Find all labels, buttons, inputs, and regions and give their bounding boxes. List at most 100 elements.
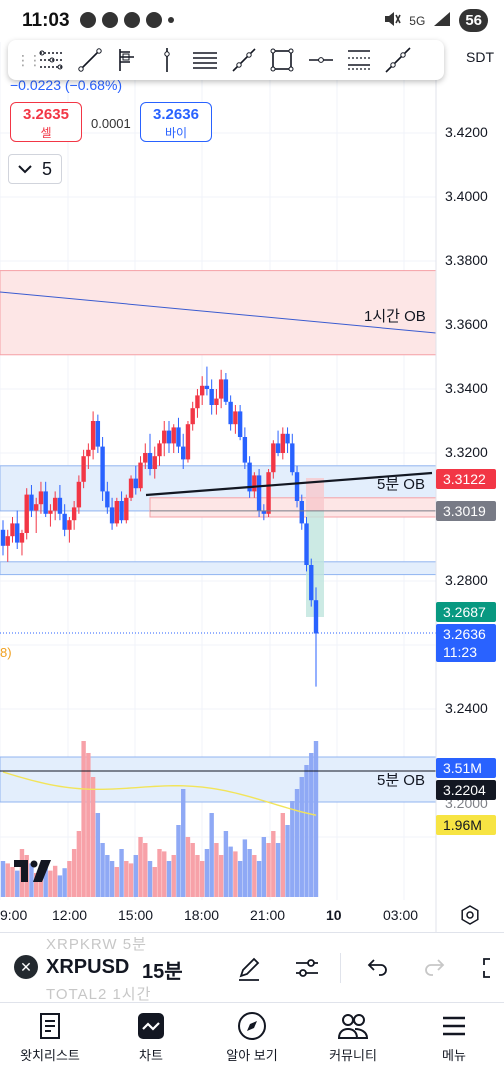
candle-body <box>43 491 48 514</box>
time-axis-label: 9:00 <box>0 907 28 923</box>
quote-currency[interactable]: SDT <box>446 44 504 70</box>
candle-body <box>209 389 214 405</box>
undo-icon[interactable] <box>362 953 392 983</box>
candle-body <box>228 401 233 425</box>
trend-line-black <box>145 471 433 497</box>
toolbar-divider <box>340 953 341 983</box>
volume-bar <box>147 861 153 897</box>
drawing-pen-icon[interactable] <box>234 953 264 983</box>
price-range-icon <box>348 50 371 70</box>
horizontal-line-icon <box>308 57 333 63</box>
redo-icon[interactable] <box>420 953 450 983</box>
volume-bar <box>290 801 295 897</box>
volume-bar <box>256 861 262 897</box>
price-axis-label: 3.2400 <box>445 700 488 716</box>
sell-label: 셀 <box>40 126 52 140</box>
candle-body <box>204 385 210 389</box>
price-chart[interactable] <box>0 42 504 932</box>
nav-watchlist[interactable]: 왓치리스트 <box>0 1009 100 1064</box>
extended-line-tool[interactable] <box>379 42 418 78</box>
fib-retracement-tool[interactable] <box>109 42 148 78</box>
candle-body <box>285 433 290 444</box>
horizontal-line-tool[interactable] <box>302 42 341 78</box>
volume-bar <box>109 861 115 897</box>
extended-line-icon <box>385 47 411 73</box>
candle-body <box>157 443 162 457</box>
fib-retracement-icon <box>119 49 135 71</box>
volume-bar <box>209 813 214 897</box>
volume-bar <box>95 813 101 897</box>
candle-body <box>242 437 248 463</box>
parallel-channel-tool[interactable] <box>186 42 225 78</box>
rectangle-tool[interactable] <box>263 42 302 78</box>
chart-area[interactable] <box>0 42 504 932</box>
game-notification-icon <box>146 12 162 28</box>
trend-line-1h <box>0 291 437 334</box>
candle-body <box>290 443 295 473</box>
candle-body <box>5 536 10 546</box>
nav-chart[interactable]: 차트 <box>101 1009 201 1064</box>
interval-value: 5 <box>41 158 52 179</box>
volume-bar <box>86 753 91 897</box>
price-axis-label: 3.2800 <box>445 572 488 588</box>
nav-menu[interactable]: 메뉴 <box>404 1009 504 1064</box>
price-range-tool[interactable] <box>340 42 379 78</box>
volume-bar <box>185 837 191 897</box>
candle-body <box>19 533 25 543</box>
candle-body <box>218 379 224 399</box>
buy-button[interactable]: 3.2636 바이 <box>140 102 212 142</box>
volume-bar <box>247 849 252 897</box>
candle-body <box>15 523 20 543</box>
bar-countdown: 11:23 <box>436 642 496 662</box>
candle-body <box>166 430 172 444</box>
candle-body <box>162 430 167 444</box>
fullscreen-icon[interactable] <box>478 953 504 983</box>
sell-button[interactable]: 3.2635 셀 <box>10 102 82 142</box>
candle-body <box>304 523 309 565</box>
candle-body <box>313 600 319 634</box>
nav-community[interactable]: 커뮤니티 <box>303 1009 403 1064</box>
candle-body <box>214 398 219 405</box>
watchlist-icon <box>0 1009 100 1043</box>
price-axis-label: 3.3600 <box>445 316 488 332</box>
volume-bar <box>0 861 6 897</box>
trend-line-tool[interactable] <box>71 42 110 78</box>
volume-bar <box>119 849 124 897</box>
indicators-icon[interactable] <box>292 953 322 983</box>
volume-bar <box>204 849 210 897</box>
time-axis-label: 12:00 <box>52 907 88 923</box>
volume-bar <box>252 855 257 897</box>
interval-dropdown[interactable]: 5 <box>8 154 62 184</box>
candle-body <box>233 411 238 425</box>
candle-body <box>280 433 286 453</box>
drag-handle[interactable]: ⋮⋮ <box>16 52 42 68</box>
volume-bar <box>100 843 105 897</box>
candle-body <box>119 501 124 521</box>
symbol-selector[interactable]: ✕ XRPUSD <box>14 955 129 979</box>
drawing-toolbar: ⋮⋮ <box>8 40 444 80</box>
candle-body <box>76 481 82 508</box>
network-type: 5G <box>409 13 426 28</box>
volume-bar <box>138 837 143 897</box>
nav-label: 차트 <box>139 1048 163 1063</box>
volume-bar <box>143 843 148 897</box>
black-price-tag: 3.2204 <box>436 780 496 800</box>
vertical-line-tool[interactable] <box>148 42 187 78</box>
candle-body <box>133 478 138 489</box>
messenger-notification-icon <box>102 12 118 28</box>
candle-body <box>128 478 134 498</box>
signal-icon <box>433 11 451 30</box>
gray-price-tag: 3.3019 <box>436 501 496 521</box>
zone-blue-small <box>0 561 437 576</box>
candle-body <box>271 443 276 473</box>
ray-tool[interactable] <box>225 42 264 78</box>
chart-settings-icon[interactable] <box>460 905 480 930</box>
candle-body <box>176 427 181 447</box>
volume-bar <box>233 851 238 897</box>
candle-body <box>0 529 6 546</box>
volume-bar <box>133 855 138 897</box>
pitchfork-tool[interactable] <box>32 42 71 78</box>
interval-selector[interactable]: 15분 <box>142 961 183 983</box>
nav-label: 왓치리스트 <box>20 1048 80 1063</box>
nav-explore[interactable]: 알아 보기 <box>202 1009 302 1064</box>
